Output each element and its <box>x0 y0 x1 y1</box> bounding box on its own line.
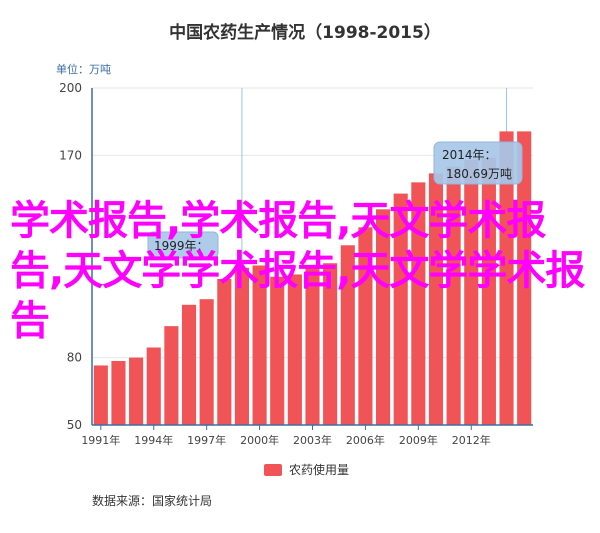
chart-title: 中国农药生产情况（1998-2015） <box>169 22 441 43</box>
tooltip-box <box>147 231 219 259</box>
data-source: 数据来源：国家统计局 <box>92 494 213 508</box>
x-tick-label: 2012年 <box>452 433 491 447</box>
tooltip-year: 2014年： <box>442 148 497 162</box>
y-tick-label: 50 <box>67 418 82 432</box>
x-tick-label: 1991年 <box>81 433 120 447</box>
bars <box>93 131 532 426</box>
bar[interactable] <box>111 360 126 425</box>
bar[interactable] <box>446 166 461 425</box>
bar[interactable] <box>252 265 267 425</box>
bar[interactable] <box>376 209 391 425</box>
bar[interactable] <box>411 182 426 425</box>
bar[interactable] <box>358 227 373 425</box>
bar[interactable] <box>340 245 355 425</box>
x-tick-label: 2000年 <box>240 433 279 447</box>
bar[interactable] <box>481 157 496 425</box>
bar[interactable] <box>305 267 320 425</box>
bar[interactable] <box>129 357 144 425</box>
y-axis: 50 80 170 200 <box>59 81 93 432</box>
overlay-watermark-text: 学术报告,学术报告,天文学术报告,天文学学术报告,天文学学术报告 <box>10 198 585 344</box>
bar[interactable] <box>499 131 514 426</box>
x-tick-label: 1994年 <box>134 433 173 447</box>
tooltip-year: 1999年： <box>154 239 209 253</box>
bar[interactable] <box>164 326 179 425</box>
tooltip-box <box>433 141 523 185</box>
bar[interactable] <box>428 173 444 425</box>
bar[interactable] <box>393 193 408 425</box>
legend-swatch <box>264 464 282 476</box>
y-tick-label: 170 <box>59 148 82 162</box>
x-tick-label: 2006年 <box>346 433 385 447</box>
x-tick-label: 1997年 <box>187 433 226 447</box>
y-tick-label: 80 <box>67 351 82 365</box>
bar[interactable] <box>287 274 302 425</box>
bar[interactable] <box>270 276 285 425</box>
unit-label: 单位：万吨 <box>56 62 111 76</box>
x-tick-label: 2003年 <box>293 433 332 447</box>
bar[interactable] <box>517 131 532 426</box>
legend-label: 农药使用量 <box>289 462 349 477</box>
bar[interactable] <box>146 347 161 425</box>
legend[interactable]: 农药使用量 <box>264 462 349 477</box>
bar[interactable] <box>464 159 479 426</box>
bar[interactable] <box>181 304 197 425</box>
bar[interactable] <box>323 263 338 425</box>
tooltip-value: 180.69万吨 <box>446 167 512 181</box>
tooltips: 2014年： 180.69万吨 1999年： <box>147 141 523 259</box>
bar[interactable] <box>199 299 214 425</box>
bar[interactable] <box>234 267 249 425</box>
x-tick-label: 2009年 <box>399 433 438 447</box>
bar[interactable] <box>93 365 108 425</box>
y-tick-label: 200 <box>59 81 82 95</box>
bar[interactable] <box>217 278 232 425</box>
x-axis: 1991年 1994年 1997年 2000年 2003年 2006年 2009年 2012年 <box>81 424 533 447</box>
